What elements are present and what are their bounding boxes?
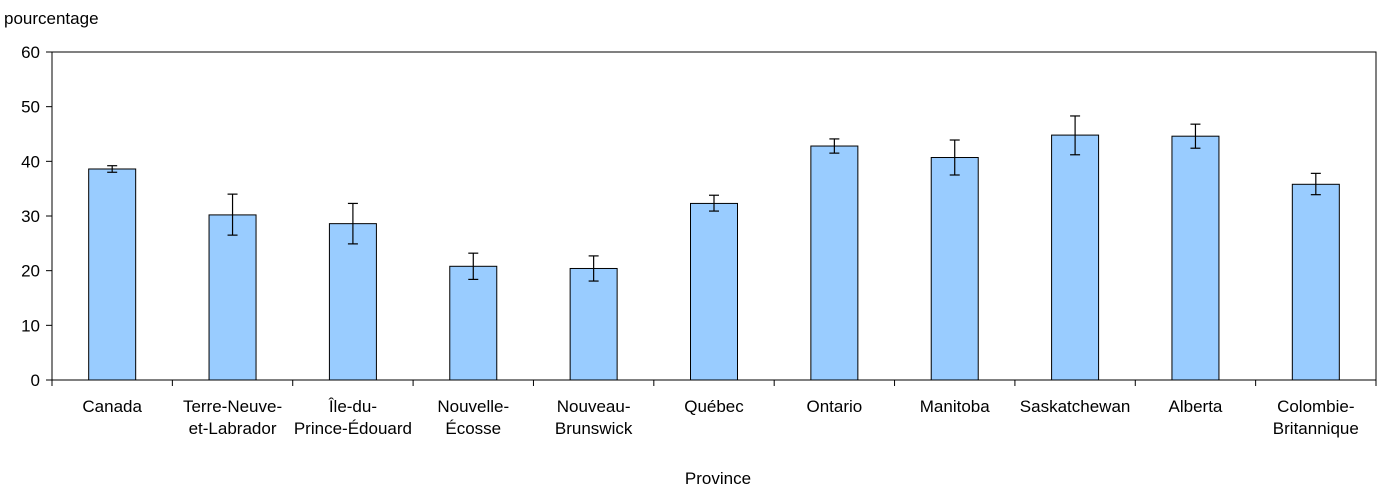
x-axis-title: Province: [685, 469, 751, 488]
x-category-label: Nouveau-Brunswick: [555, 397, 633, 438]
bar: [930, 157, 979, 381]
x-category-label: Ontario: [806, 397, 862, 416]
bar: [569, 267, 618, 381]
x-category-label: Saskatchewan: [1020, 397, 1131, 416]
bar: [810, 145, 859, 381]
x-category-label: Alberta: [1169, 397, 1223, 416]
x-category-label: Canada: [82, 397, 142, 416]
x-category-label: Nouvelle-Écosse: [437, 397, 509, 438]
bar: [690, 202, 738, 381]
y-tick-label: 50: [21, 98, 40, 117]
bar: [328, 223, 377, 381]
y-tick-label: 20: [21, 262, 40, 281]
bar: [1171, 135, 1220, 381]
x-category-label: Québec: [684, 397, 744, 416]
bar: [88, 168, 137, 381]
x-category-label: Terre-Neuve-et-Labrador: [183, 397, 282, 438]
x-category-label: Colombie-Britannique: [1273, 397, 1359, 438]
x-category-label: Manitoba: [920, 397, 990, 416]
y-axis-title: pourcentage: [4, 9, 99, 28]
y-tick-label: 0: [31, 371, 40, 390]
bar: [208, 214, 257, 381]
y-tick-label: 10: [21, 316, 40, 335]
x-category-label: Île-du-Prince-Édouard: [294, 397, 412, 438]
y-tick-label: 40: [21, 152, 40, 171]
bar: [449, 265, 498, 381]
y-tick-label: 30: [21, 207, 40, 226]
y-tick-label: 60: [21, 43, 40, 62]
bar: [1051, 134, 1100, 381]
bar: [1291, 183, 1340, 381]
